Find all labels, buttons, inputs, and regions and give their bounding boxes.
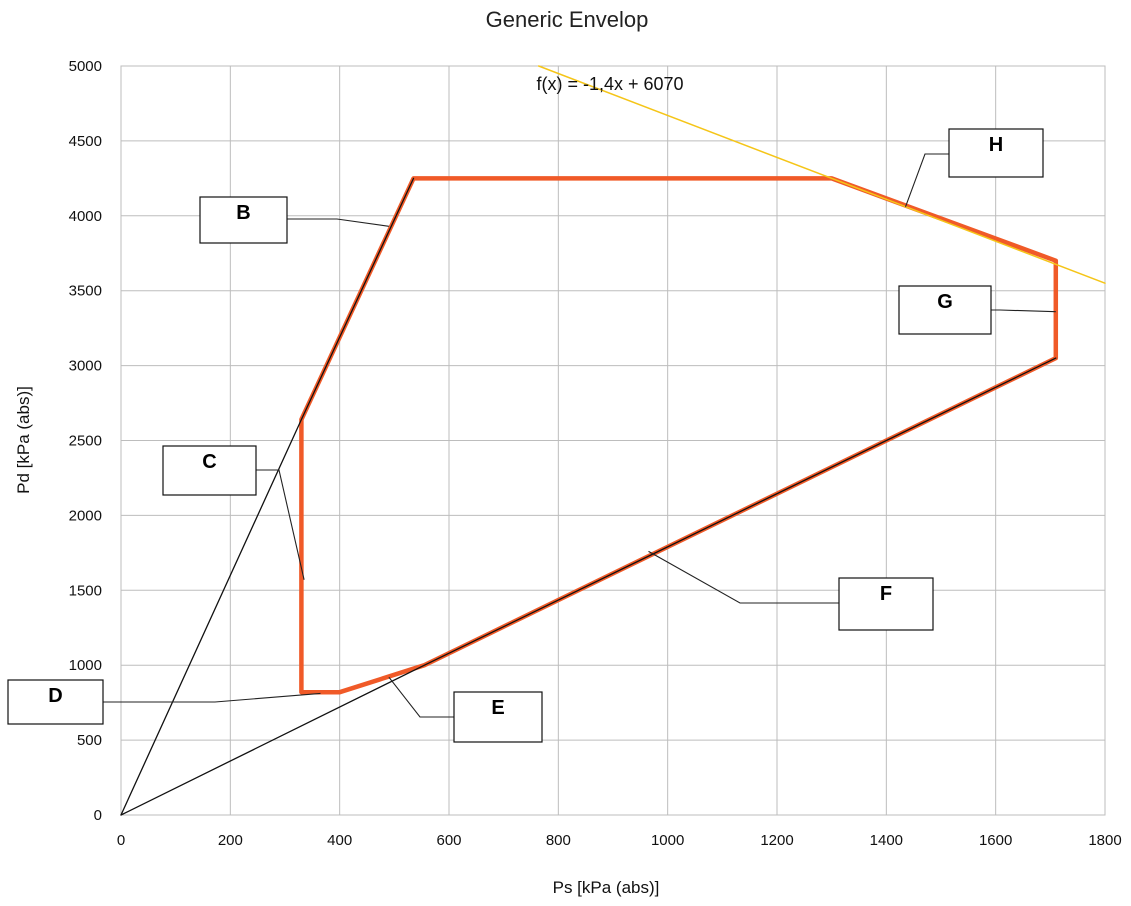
- y-tick-label: 3500: [69, 283, 102, 300]
- y-tick-label: 5000: [69, 58, 102, 75]
- y-axis-title: Pd [kPa (abs)]: [14, 386, 33, 494]
- chart-title: Generic Envelop: [486, 7, 649, 32]
- leader-line-g: [991, 309, 1056, 313]
- x-tick-label: 1200: [760, 832, 793, 849]
- y-tick-label: 4500: [69, 133, 102, 150]
- annotation-label-c: C: [202, 451, 216, 473]
- y-tick-label: 3000: [69, 358, 102, 375]
- trendline-equation: f(x) = -1,4x + 6070: [536, 74, 683, 94]
- y-tick-label: 1000: [69, 657, 102, 674]
- x-axis-title: Ps [kPa (abs)]: [553, 878, 660, 897]
- leader-line-e: [388, 676, 454, 718]
- x-tick-label: 1800: [1088, 832, 1121, 849]
- x-tick-label: 0: [117, 832, 125, 849]
- y-tick-label: 0: [94, 807, 102, 824]
- annotation-box-c: [162, 445, 257, 496]
- series-line-0: [299, 176, 1059, 695]
- x-tick-label: 1600: [979, 832, 1012, 849]
- x-tick-label: 1000: [651, 832, 684, 849]
- series-line-2: [120, 177, 415, 816]
- annotation-box-h: [948, 128, 1044, 178]
- grid: [120, 65, 1106, 816]
- annotation-box-g: [898, 285, 992, 335]
- x-tick-label: 200: [218, 832, 243, 849]
- series-group: [120, 65, 1106, 816]
- annotation-group: B C D E F G H: [7, 128, 1056, 743]
- x-tick-label: 1400: [870, 832, 903, 849]
- annotation-box-d: [7, 679, 104, 725]
- annotation-box-b: [199, 196, 288, 244]
- annotation-box-f: [838, 577, 934, 631]
- series-line-1: [120, 357, 1057, 816]
- x-tick-label: 800: [546, 832, 571, 849]
- annotation-box-e: [453, 691, 543, 743]
- annotation-label-h: H: [989, 134, 1003, 156]
- y-tick-label: 2500: [69, 433, 102, 450]
- y-tick-label: 1500: [69, 582, 102, 599]
- tick-labels: 0 200 400 600 800 1000 1200 1400 1600 1800 0 500 100…: [69, 58, 1122, 849]
- leader-line-b: [287, 218, 389, 227]
- leader-line-d: [103, 692, 321, 703]
- y-tick-label: 2000: [69, 507, 102, 524]
- x-tick-label: 400: [327, 832, 352, 849]
- annotation-label-e: E: [491, 697, 504, 719]
- y-tick-label: 4000: [69, 208, 102, 225]
- annotation-label-b: B: [236, 202, 250, 224]
- plot-frame: [120, 65, 1106, 816]
- leader-line-c: [256, 469, 305, 580]
- annotation-label-f: F: [880, 583, 892, 605]
- annotation-label-d: D: [48, 685, 62, 707]
- annotation-label-g: G: [937, 291, 953, 313]
- x-tick-label: 600: [436, 832, 461, 849]
- leader-line-h: [904, 153, 949, 207]
- y-tick-label: 500: [77, 732, 102, 749]
- series-line-3: [537, 65, 1106, 284]
- leader-line-f: [648, 550, 839, 604]
